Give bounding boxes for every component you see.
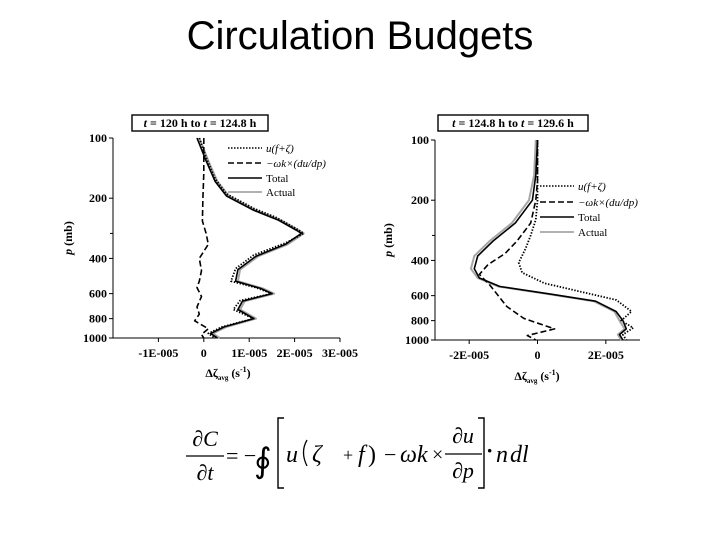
series-line-actual (198, 137, 305, 339)
y-tick-label: 1000 (405, 333, 429, 347)
chart-right-title-box (437, 114, 589, 132)
y-tick-label: 100 (411, 133, 429, 147)
eq-paren-close: ) (368, 442, 376, 468)
chart-left-legend: u(f+ζ) −ωk×(du/dp) Total Actual (228, 143, 326, 199)
chart-left-x-label: Δζavg (s-1) (205, 365, 250, 382)
chart-right-x-ticks: -2E-005 0 2E-005 (449, 340, 624, 362)
eq-equals-minus: = − (226, 443, 256, 468)
series-line-adv (517, 140, 635, 341)
y-tick-label: 600 (411, 289, 429, 303)
eq-u: u (286, 442, 298, 468)
y-tick-label: 800 (411, 314, 429, 328)
slide-title: Circulation Budgets (186, 14, 534, 58)
series-line-total (196, 137, 303, 339)
chart-left: t = 120 h to t = 124.8 h 100 200 400 600 800… (61, 114, 358, 382)
eq-dl: dl (510, 442, 529, 468)
y-tick-label: 800 (89, 312, 107, 326)
chart-left-y-ticks: 100 200 400 600 800 1000 (83, 131, 113, 345)
chart-left-title-box (131, 114, 269, 132)
chart-right-series (469, 139, 635, 341)
x-tick-label: 0 (535, 348, 541, 362)
chart-left-x-ticks: -1E-005 0 1E-005 2E-005 3E-005 (138, 338, 358, 360)
eq-dt: ∂t (197, 460, 215, 485)
y-tick-label: 200 (411, 193, 429, 207)
chart-left-series (193, 137, 305, 339)
legend-right-label-adv: u(f+ζ) (578, 181, 606, 193)
eq-bracket-right (478, 417, 485, 489)
eq-k: k (417, 442, 428, 468)
y-tick-label: 400 (411, 253, 429, 267)
eq-dot: · (486, 438, 493, 463)
x-tick-label: 2E-005 (277, 346, 313, 360)
chart-right-title: t = 124.8 h to t = 129.6 h (452, 116, 574, 130)
eq-bracket-left (277, 417, 284, 489)
y-tick-label: 100 (89, 131, 107, 145)
eq-times: × (432, 444, 443, 466)
y-tick-label: 200 (89, 191, 107, 205)
legend-left-label-actual: Actual (266, 187, 295, 199)
y-tick-label: 600 (89, 287, 107, 301)
eq-du: ∂u (452, 423, 474, 448)
chart-right-y-label: p (mb) (381, 223, 395, 258)
legend-right-label-total: Total (578, 212, 600, 224)
series-line-tilt (478, 140, 556, 341)
series-line-total (473, 139, 628, 341)
chart-right-legend: u(f+ζ) −ωk×(du/dp) Total Actual (540, 181, 638, 239)
x-tick-label: -1E-005 (138, 346, 178, 360)
chart-right-y-ticks: 100 200 400 600 800 1000 (405, 133, 435, 347)
eq-f: f (358, 442, 368, 468)
x-tick-label: 0 (201, 346, 207, 360)
series-line-tilt (193, 138, 210, 339)
y-tick-label: 1000 (83, 331, 107, 345)
chart-right-x-label: Δζavg (s-1) (514, 368, 559, 385)
x-tick-label: 2E-005 (588, 348, 624, 362)
legend-left-label-tilt: −ωk×(du/dp) (266, 158, 326, 170)
y-tick-label: 400 (89, 251, 107, 265)
legend-left-label-adv: u(f+ζ) (266, 143, 294, 155)
legend-left-label-total: Total (266, 173, 288, 185)
eq-dC: ∂C (192, 426, 218, 451)
eq-dp: ∂p (452, 458, 474, 483)
chart-left-y-label: p (mb) (61, 221, 75, 256)
chart-right: t = 124.8 h to t = 129.6 h 100 200 400 600 8… (381, 114, 640, 385)
eq-minus: − (384, 442, 396, 467)
eq-integral: ∮ (254, 443, 272, 480)
eq-plus: + (343, 445, 353, 465)
legend-right-label-actual: Actual (578, 227, 607, 239)
eq-paren-open (302, 439, 308, 467)
x-tick-label: -2E-005 (449, 348, 489, 362)
x-tick-label: 1E-005 (231, 346, 267, 360)
legend-right-label-tilt: −ωk×(du/dp) (578, 197, 638, 209)
chart-left-title: t = 120 h to t = 124.8 h (144, 116, 257, 130)
eq-omega: ω (400, 442, 417, 468)
circulation-equation: ∂C ∂t = − ∮ u ζ + f ) − ω k × ∂u ∂p · n … (186, 417, 529, 489)
eq-n: n (496, 442, 508, 468)
eq-zeta: ζ (312, 442, 324, 468)
x-tick-label: 3E-005 (322, 346, 358, 360)
